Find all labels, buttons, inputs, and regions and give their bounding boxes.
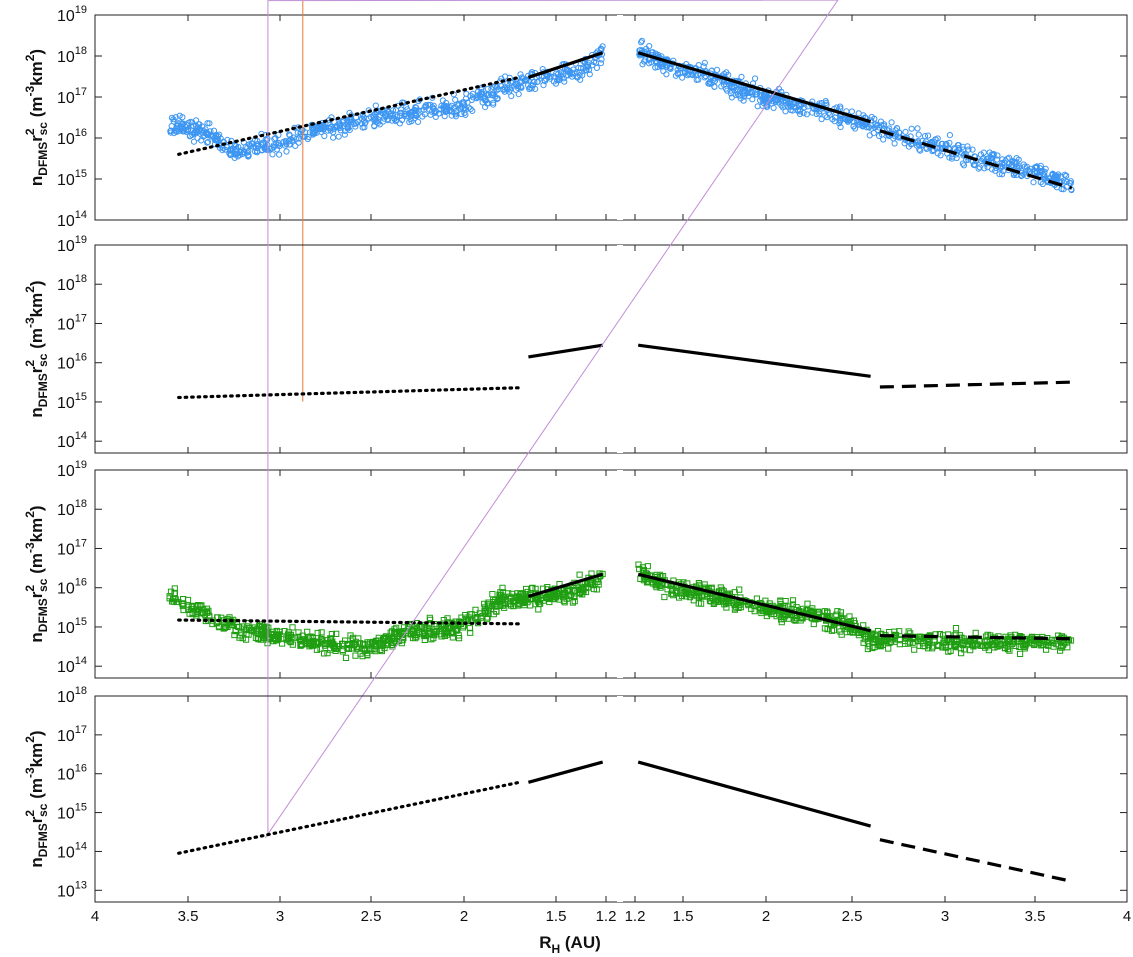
y-axis-label: nDFMSr2sc (m-3km2) [23, 49, 50, 186]
fit-line-solid-panel-2 [637, 343, 871, 378]
y-tick-label: 1014 [57, 655, 87, 676]
y-tick-label: 1017 [57, 724, 87, 745]
x-tick-label: 4 [1123, 908, 1131, 925]
y-tick-label: 1019 [57, 4, 87, 25]
chart-panels: 1014 1015 1016 1017 1018 1019 nDFMSr2sc (m-3km… [23, 0, 1128, 903]
x-tick-label: 3.5 [178, 908, 199, 925]
x-tick-label: 2 [460, 908, 468, 925]
y-tick-label: 1018 [57, 498, 87, 519]
y-axis-label: nDFMSr2sc (m-3km2) [23, 505, 50, 642]
y-tick-label: 1017 [57, 312, 87, 333]
fit-line-dotted-panel-4 [177, 780, 521, 855]
y-tick-label: 1015 [57, 616, 87, 637]
y-tick-label: 1018 [57, 273, 87, 294]
y-tick-label: 1014 [57, 209, 87, 230]
panel-4: 1013 1014 1015 1016 1017 1018 nDFMSr2sc (m-3km… [23, 0, 1128, 903]
fit-line-solid-panel-2 [528, 343, 603, 359]
fit-line-dashed-panel-1 [879, 129, 1073, 190]
panel-2: 1014 1015 1016 1017 1018 1019 nDFMSr2sc (m-3km… [23, 0, 1128, 454]
fit-line-dashed-panel-3 [879, 634, 1072, 641]
fit-line-solid-panel-1 [527, 51, 604, 79]
fit-line-solid-panel-3 [637, 572, 871, 633]
fit-line-dotted-panel-1 [177, 75, 521, 156]
x-axis-label-main: R [539, 933, 551, 952]
y-tick-label: 1013 [57, 879, 87, 900]
x-tick-label: 2.5 [842, 908, 863, 925]
y-tick-label: 1018 [57, 45, 87, 66]
scatter-points-panel-4 [264, 0, 839, 839]
x-tick-labels: 4 3.5 3 2.5 2 1.5 1.2 1.2 1.5 2 2.5 3 3.5 4 [91, 908, 1131, 925]
panel-1: 1014 1015 1016 1017 1018 1019 nDFMSr2sc (m-3km… [23, 4, 1128, 230]
y-tick-label: 1017 [57, 86, 87, 107]
y-tick-label: 1015 [57, 391, 87, 412]
x-tick-label: 2.5 [361, 908, 382, 925]
fit-line-solid-panel-4 [637, 760, 872, 828]
x-tick-label: 3 [941, 908, 949, 925]
fit-line-solid-panel-4 [527, 760, 604, 784]
y-tick-label: 1016 [57, 127, 87, 148]
x-tick-label: 2 [762, 908, 770, 925]
y-tick-label: 1016 [57, 352, 87, 373]
y-tick-label: 1015 [57, 168, 87, 189]
fit-line-dashed-panel-4 [879, 838, 1073, 883]
x-tick-label: 1.2 [596, 908, 617, 925]
fit-line-dotted-panel-3 [177, 618, 521, 626]
x-tick-label: 3 [276, 908, 284, 925]
y-tick-label: 1018 [57, 685, 87, 706]
y-tick-label: 1014 [57, 840, 87, 861]
fit-line-dotted-panel-2 [177, 386, 521, 400]
x-axis-label-sub: H [552, 942, 561, 956]
plot-frame-panel-4 [94, 695, 1128, 903]
y-tick-label: 1017 [57, 537, 87, 558]
x-tick-label: 4 [91, 908, 99, 925]
fit-line-dashed-panel-2 [879, 380, 1072, 389]
y-tick-label: 1015 [57, 802, 87, 823]
x-tick-label: 3.5 [1025, 908, 1046, 925]
plot-frame-panel-2 [94, 244, 1128, 454]
x-tick-label: 1.5 [673, 908, 694, 925]
y-axis-label: nDFMSr2sc (m-3km2) [23, 280, 50, 417]
y-tick-label: 1014 [57, 430, 87, 451]
scatter-markers-panel-4 [264, 0, 839, 839]
y-tick-label: 1016 [57, 577, 87, 598]
fit-line-solid-panel-1 [637, 51, 872, 124]
y-tick-label: 1019 [57, 234, 87, 255]
x-axis-label: RH (AU) [539, 933, 601, 956]
x-tick-label: 1.5 [546, 908, 567, 925]
y-axis-label: nDFMSr2sc (m-3km2) [23, 730, 50, 867]
x-tick-label: 1.2 [625, 908, 646, 925]
plot-frame-panel-1 [94, 14, 1128, 221]
y-tick-label: 1016 [57, 763, 87, 784]
plot-frame-panel-3 [94, 469, 1128, 679]
y-tick-label: 1019 [57, 459, 87, 480]
fit-line-solid-panel-3 [527, 572, 604, 598]
panel-3: 1014 1015 1016 1017 1018 1019 nDFMSr2sc (m-3km… [23, 459, 1128, 679]
x-axis-label-unit: (AU) [560, 933, 601, 952]
